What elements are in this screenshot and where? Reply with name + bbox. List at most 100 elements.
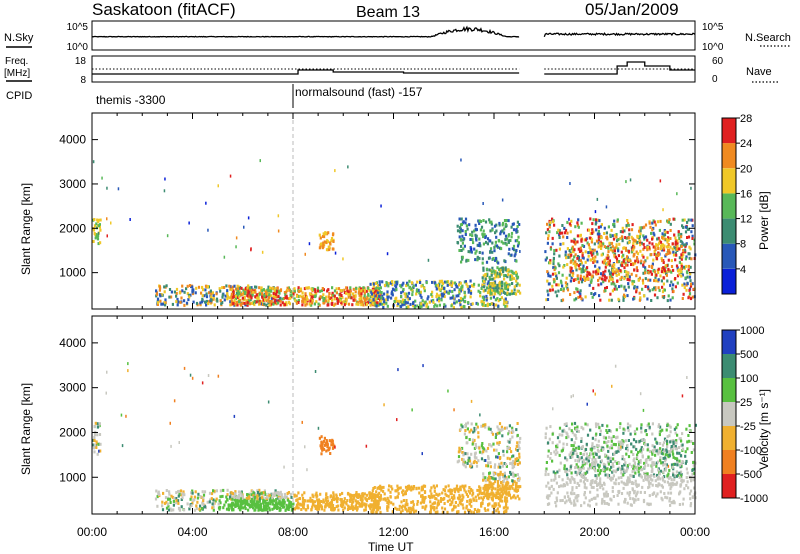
echo-cell (289, 501, 292, 505)
echo-cell (491, 288, 494, 292)
echo-cell (635, 266, 638, 270)
echo-cell (485, 260, 489, 264)
echo-cell (346, 289, 349, 293)
echo-cell (493, 505, 496, 508)
echo-cell (661, 243, 665, 247)
echo-cell (340, 289, 343, 292)
echo-cell (288, 288, 291, 292)
echo-cell (602, 280, 605, 284)
echo-cell (684, 461, 687, 465)
echo-cell (600, 223, 603, 227)
echo-cell (329, 494, 332, 498)
echo-cell (471, 302, 474, 306)
echo-cell (475, 422, 478, 426)
echo-cell (508, 424, 511, 428)
echo-cell (386, 496, 389, 500)
echo-cell (674, 277, 677, 280)
echo-cell (401, 283, 404, 287)
echo-cell (650, 231, 653, 235)
echo-cell (497, 239, 500, 242)
echo-cell (444, 492, 447, 496)
echo-cell (549, 261, 552, 265)
echo-cell (467, 258, 470, 262)
echo-cell (387, 498, 390, 502)
echo-cell (161, 508, 165, 512)
echo-cell (332, 442, 335, 446)
echo-cell (626, 275, 629, 279)
echo-cell (556, 451, 559, 455)
echo-cell (566, 288, 570, 292)
echo-cell (352, 287, 355, 291)
echo-cell (601, 277, 604, 281)
freq-tick-top: 18 (75, 56, 87, 67)
echo-cell (306, 504, 309, 508)
echo-cell (459, 303, 462, 307)
echo-cell (499, 472, 502, 476)
echo-cell (249, 298, 252, 302)
echo-cell (370, 510, 373, 514)
echo-cell (574, 278, 577, 281)
echo-cell (680, 274, 683, 278)
echo-cell (185, 287, 188, 291)
echo-cell (504, 286, 507, 290)
echo-cell (364, 508, 367, 512)
echo-cell (674, 431, 677, 435)
echo-cell (617, 247, 620, 251)
echo-cell (311, 299, 314, 303)
echo-cell (321, 444, 324, 448)
echo-cell (600, 247, 603, 250)
echo-cell (603, 226, 606, 230)
echo-cell (314, 507, 317, 510)
echo-cell (475, 427, 478, 431)
echo-cell (466, 227, 469, 231)
echo-cell (158, 492, 161, 496)
echo-cell (327, 301, 330, 305)
echo-cell (576, 234, 579, 238)
echo-cell (509, 239, 512, 242)
echo-cell (681, 502, 684, 506)
echo-cell (464, 452, 467, 456)
echo-cell (517, 241, 520, 245)
echo-cell (395, 296, 398, 300)
nsearch-label: N.Search (745, 32, 791, 44)
echo-cell (615, 478, 618, 482)
echo-cell (208, 491, 212, 495)
echo-cell (306, 298, 309, 302)
echo-cell (617, 272, 620, 276)
echo-cell (571, 431, 574, 435)
echo-cell (551, 236, 554, 240)
echo-cell (504, 234, 508, 238)
echo-cell (490, 220, 493, 224)
echo-cell (415, 288, 419, 292)
echo-cell (501, 485, 504, 489)
echo-cell (565, 436, 568, 440)
echo-cell (633, 489, 636, 493)
echo-cell (570, 239, 573, 243)
echo-cell (287, 491, 290, 494)
freq-tick-bottom: 8 (80, 75, 86, 86)
echo-cell (391, 510, 394, 514)
echo-cell (666, 435, 669, 439)
echo-cell (92, 160, 95, 164)
echo-cell (601, 499, 604, 503)
echo-cell (597, 278, 600, 282)
echo-cell (185, 301, 189, 305)
echo-cell (693, 471, 696, 475)
echo-cell (246, 499, 249, 503)
echo-cell (379, 496, 382, 500)
echo-cell (110, 221, 112, 225)
echo-cell (547, 274, 550, 278)
echo-cell (504, 483, 507, 487)
echo-cell (420, 486, 423, 490)
echo-cell (611, 486, 614, 490)
echo-cell (264, 289, 267, 293)
echo-cell (418, 491, 421, 495)
echo-cell (164, 496, 168, 500)
echo-cell (237, 506, 240, 510)
echo-cell (624, 236, 627, 239)
echo-cell (371, 489, 374, 493)
echo-cell (260, 496, 264, 500)
echo-cell (506, 450, 509, 454)
echo-cell (470, 488, 473, 492)
echo-cell (290, 495, 293, 499)
